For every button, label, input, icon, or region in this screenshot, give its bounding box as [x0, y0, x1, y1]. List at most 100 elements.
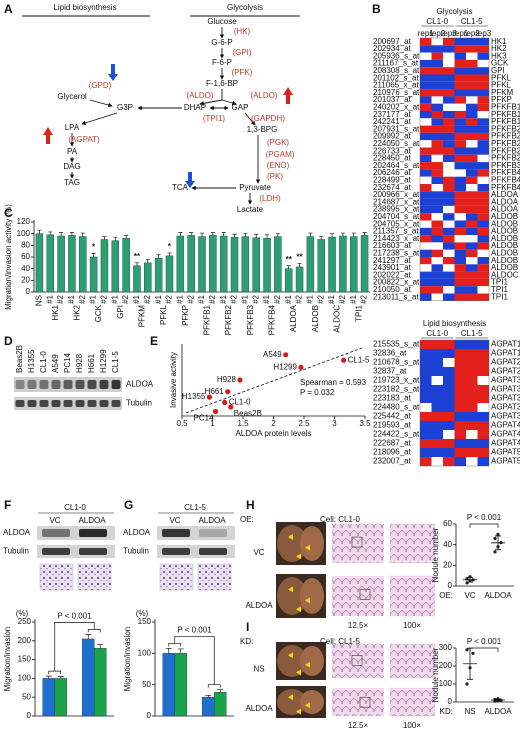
mean-sd: [463, 577, 477, 583]
magnification: 100×: [403, 721, 421, 730]
x-tick-label: #1: [45, 294, 54, 303]
heatmap-cell: [477, 59, 489, 68]
heatmap-cell: [454, 198, 466, 206]
heatmap-cell: [466, 421, 478, 430]
lane-label: ALDOA: [78, 516, 106, 525]
x-tick-label: #2: [360, 294, 369, 303]
heatmap-cell: [477, 271, 489, 279]
heatmap-cell: [420, 457, 432, 466]
y-tick-label: 60: [21, 252, 30, 261]
heatmap-cell: [466, 118, 478, 126]
group-label: PFKL: [159, 304, 168, 325]
histology-high: [389, 523, 436, 564]
annotation: P < 0.001: [177, 625, 212, 634]
y-tick-label: 0: [448, 697, 453, 706]
y-tick-label: 50: [142, 680, 151, 689]
gene-label: PFKFB2: [491, 154, 520, 163]
band: [51, 400, 61, 407]
y-axis-label: Nodule number: [431, 647, 440, 702]
gene-label: GPI: [491, 66, 505, 75]
gene-label: HK1: [491, 37, 507, 46]
heatmap-cell: [443, 457, 455, 466]
cell-title: Cell: CL1-0: [320, 515, 361, 524]
heatmap-cell: [454, 140, 466, 148]
heatmap-cell: [466, 340, 478, 349]
transwell-image: [159, 563, 194, 591]
zoom-box: [359, 696, 371, 708]
probe-label: 215535_s_at: [373, 340, 420, 349]
point-label: H928: [217, 375, 237, 384]
group-label: CL1-5: [461, 17, 483, 26]
error-bar: [232, 233, 237, 238]
blot-title: CL1-5: [184, 503, 206, 512]
probe-label: 211065_x_at: [373, 81, 419, 90]
lung: [300, 526, 324, 561]
bar: [79, 236, 87, 293]
bracket: [469, 647, 499, 652]
transwell-image: [197, 563, 232, 591]
heatmap-cell: [431, 448, 443, 457]
lung: [300, 646, 324, 676]
gene-label: HK3: [491, 51, 507, 60]
heatmap-cell: [431, 412, 443, 421]
heatmap-cell: [466, 67, 478, 75]
metabolite: PA: [67, 147, 78, 156]
heatmap-cell: [477, 125, 489, 133]
error-bar: [330, 233, 335, 238]
arrow: [81, 112, 118, 126]
heatmap-cell: [420, 198, 432, 206]
heatmap-cell: [431, 403, 443, 412]
heading: Lipid biosynthesis: [53, 3, 116, 12]
point: [341, 357, 347, 363]
bar: [100, 239, 109, 293]
probe-label: 200822_x_at: [373, 278, 420, 287]
heatmap-cell: [420, 271, 432, 279]
metabolite: Glycerol: [57, 92, 87, 101]
bar: [295, 266, 304, 293]
heatmap-cell: [466, 412, 478, 421]
gene-label: ALDOB: [491, 248, 518, 257]
heatmap-cell: [477, 242, 489, 250]
probe-label: 200966_x_at: [373, 190, 420, 199]
heatmap-cell: [443, 176, 455, 184]
heatmap-cell: [420, 249, 432, 257]
transwell-image: [39, 563, 74, 591]
annotation: Spearman = 0.593: [300, 378, 367, 387]
heatmap-cell: [477, 286, 489, 294]
group-label: PFKFB3: [246, 304, 255, 335]
heatmap-cell: [420, 394, 432, 403]
bracket: [87, 629, 101, 633]
heatmap-cell: [454, 52, 466, 60]
heatmap-cell: [443, 349, 455, 358]
enzyme: (PGAM): [266, 150, 295, 159]
heatmap-cell: [454, 358, 466, 367]
heatmap-cell: [443, 45, 455, 53]
heatmap-cell: [466, 169, 478, 177]
heatmap-cell: [454, 74, 466, 82]
x-tick-label: #2: [78, 294, 87, 303]
heatmap-cell: [431, 264, 443, 272]
histology-high: [389, 643, 436, 679]
heatmap-cell: [420, 430, 432, 439]
gene-label: ALDOA: [491, 197, 519, 206]
probe-label: 237177_at: [373, 110, 412, 119]
heatmap-cell: [477, 227, 489, 236]
heatmap-cell: [443, 376, 455, 385]
enzyme: (LDH): [259, 194, 281, 203]
heatmap-cell: [420, 140, 432, 148]
bar: [46, 234, 55, 293]
heatmap-cell: [420, 162, 432, 170]
heatmap-cell: [466, 59, 478, 68]
heatmap-cell: [431, 376, 443, 385]
heatmap-cell: [477, 376, 489, 385]
heatmap-cell: [443, 278, 455, 287]
up-arrow: [283, 87, 293, 104]
probe-label: 222687_at: [373, 439, 412, 448]
enzyme: (HK): [234, 27, 251, 36]
bracket: [48, 670, 62, 675]
heading: Glycolysis: [227, 3, 263, 12]
y-axis-label: Migration/invasion: [3, 627, 12, 691]
heatmap-cell: [431, 385, 443, 394]
panel-label: I: [246, 620, 249, 634]
heatmap-cell: [454, 89, 466, 97]
